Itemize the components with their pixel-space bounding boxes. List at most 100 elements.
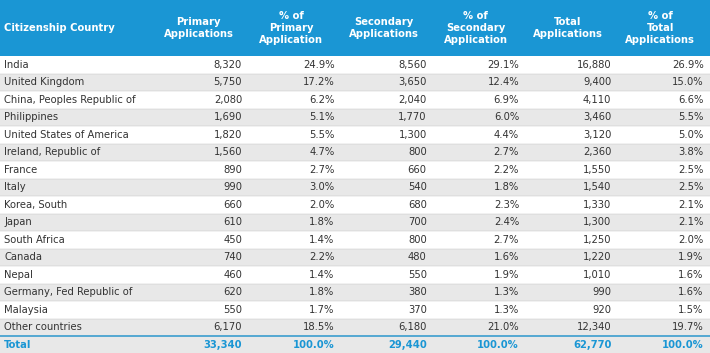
Text: 6.9%: 6.9% (493, 95, 519, 105)
Text: 2.4%: 2.4% (493, 217, 519, 227)
Text: United States of America: United States of America (4, 130, 129, 140)
Text: Italy: Italy (4, 182, 26, 192)
Text: 1.6%: 1.6% (493, 252, 519, 262)
Text: 4.7%: 4.7% (309, 147, 334, 157)
Bar (0, 179, 710, 196)
Text: United Kingdom: United Kingdom (4, 77, 84, 87)
Text: 1.9%: 1.9% (493, 270, 519, 280)
Bar (0, 249, 710, 266)
Text: 1.3%: 1.3% (493, 305, 519, 315)
Text: 2.0%: 2.0% (678, 235, 704, 245)
Text: Total
Applications: Total Applications (533, 17, 603, 39)
Text: % of
Total
Applications: % of Total Applications (626, 11, 695, 46)
Text: 6,170: 6,170 (214, 322, 242, 332)
Text: 16,880: 16,880 (577, 60, 611, 70)
Text: 450: 450 (223, 235, 242, 245)
Text: 62,770: 62,770 (573, 340, 611, 350)
Text: Other countries: Other countries (4, 322, 82, 332)
Text: 1,690: 1,690 (214, 112, 242, 122)
Text: Germany, Fed Republic of: Germany, Fed Republic of (4, 287, 133, 297)
Text: 3,460: 3,460 (583, 112, 611, 122)
Bar (0, 196, 710, 214)
Text: 1,300: 1,300 (583, 217, 611, 227)
Text: 4,110: 4,110 (583, 95, 611, 105)
Bar (0, 266, 710, 283)
Text: 2.2%: 2.2% (493, 165, 519, 175)
Text: 800: 800 (408, 147, 427, 157)
Bar (0, 231, 710, 249)
Text: 540: 540 (408, 182, 427, 192)
Text: Korea, South: Korea, South (4, 200, 67, 210)
Text: 1,220: 1,220 (583, 252, 611, 262)
Text: China, Peoples Republic of: China, Peoples Republic of (4, 95, 136, 105)
Bar (0, 336, 710, 353)
Bar (0, 301, 710, 318)
Text: 380: 380 (408, 287, 427, 297)
Text: 5.1%: 5.1% (309, 112, 334, 122)
Text: 1,330: 1,330 (583, 200, 611, 210)
Text: 8,320: 8,320 (214, 60, 242, 70)
Text: 6.6%: 6.6% (678, 95, 704, 105)
Text: 2.7%: 2.7% (493, 147, 519, 157)
Text: 4.4%: 4.4% (494, 130, 519, 140)
Text: Ireland, Republic of: Ireland, Republic of (4, 147, 101, 157)
Text: 1,550: 1,550 (583, 165, 611, 175)
Text: 100.0%: 100.0% (293, 340, 334, 350)
Text: Primary
Applications: Primary Applications (164, 17, 234, 39)
Text: 1.4%: 1.4% (309, 235, 334, 245)
Text: 1,300: 1,300 (398, 130, 427, 140)
Text: 1.8%: 1.8% (309, 217, 334, 227)
Text: 33,340: 33,340 (204, 340, 242, 350)
Text: 24.9%: 24.9% (302, 60, 334, 70)
Text: 3.0%: 3.0% (310, 182, 334, 192)
Text: 2.1%: 2.1% (678, 217, 704, 227)
Text: 990: 990 (592, 287, 611, 297)
Text: 2,080: 2,080 (214, 95, 242, 105)
Text: 5,750: 5,750 (214, 77, 242, 87)
Text: 3,650: 3,650 (398, 77, 427, 87)
Text: 1,770: 1,770 (398, 112, 427, 122)
Bar (0, 283, 710, 301)
Text: 890: 890 (223, 165, 242, 175)
Text: 12.4%: 12.4% (487, 77, 519, 87)
Text: Canada: Canada (4, 252, 43, 262)
Text: % of
Secondary
Application: % of Secondary Application (444, 11, 508, 46)
Bar (0, 214, 710, 231)
Text: 1.4%: 1.4% (309, 270, 334, 280)
Text: 5.5%: 5.5% (309, 130, 334, 140)
Text: 680: 680 (408, 200, 427, 210)
Text: 2,360: 2,360 (583, 147, 611, 157)
Text: 5.0%: 5.0% (678, 130, 704, 140)
Bar (0, 318, 710, 336)
Text: Citizenship Country: Citizenship Country (4, 23, 115, 33)
Text: 1.3%: 1.3% (493, 287, 519, 297)
Text: 15.0%: 15.0% (672, 77, 704, 87)
Text: 1.5%: 1.5% (678, 305, 704, 315)
Text: 1,560: 1,560 (214, 147, 242, 157)
Text: 370: 370 (408, 305, 427, 315)
Bar (0, 161, 710, 179)
Text: Nepal: Nepal (4, 270, 33, 280)
Text: 6.0%: 6.0% (493, 112, 519, 122)
Text: Total: Total (4, 340, 32, 350)
Text: 2.2%: 2.2% (309, 252, 334, 262)
Text: 17.2%: 17.2% (302, 77, 334, 87)
Text: 550: 550 (408, 270, 427, 280)
Text: 2,040: 2,040 (398, 95, 427, 105)
Text: 6,180: 6,180 (398, 322, 427, 332)
Text: 21.0%: 21.0% (487, 322, 519, 332)
Bar (0, 91, 710, 108)
Text: 100.0%: 100.0% (477, 340, 519, 350)
Text: 1,250: 1,250 (583, 235, 611, 245)
Text: 550: 550 (223, 305, 242, 315)
Text: 620: 620 (223, 287, 242, 297)
Text: Philippines: Philippines (4, 112, 58, 122)
Bar (0, 144, 710, 161)
Text: 29,440: 29,440 (388, 340, 427, 350)
Text: 2.3%: 2.3% (493, 200, 519, 210)
Text: South Africa: South Africa (4, 235, 65, 245)
Text: 2.7%: 2.7% (309, 165, 334, 175)
Text: France: France (4, 165, 38, 175)
Text: 1.8%: 1.8% (309, 287, 334, 297)
Text: 1.8%: 1.8% (493, 182, 519, 192)
